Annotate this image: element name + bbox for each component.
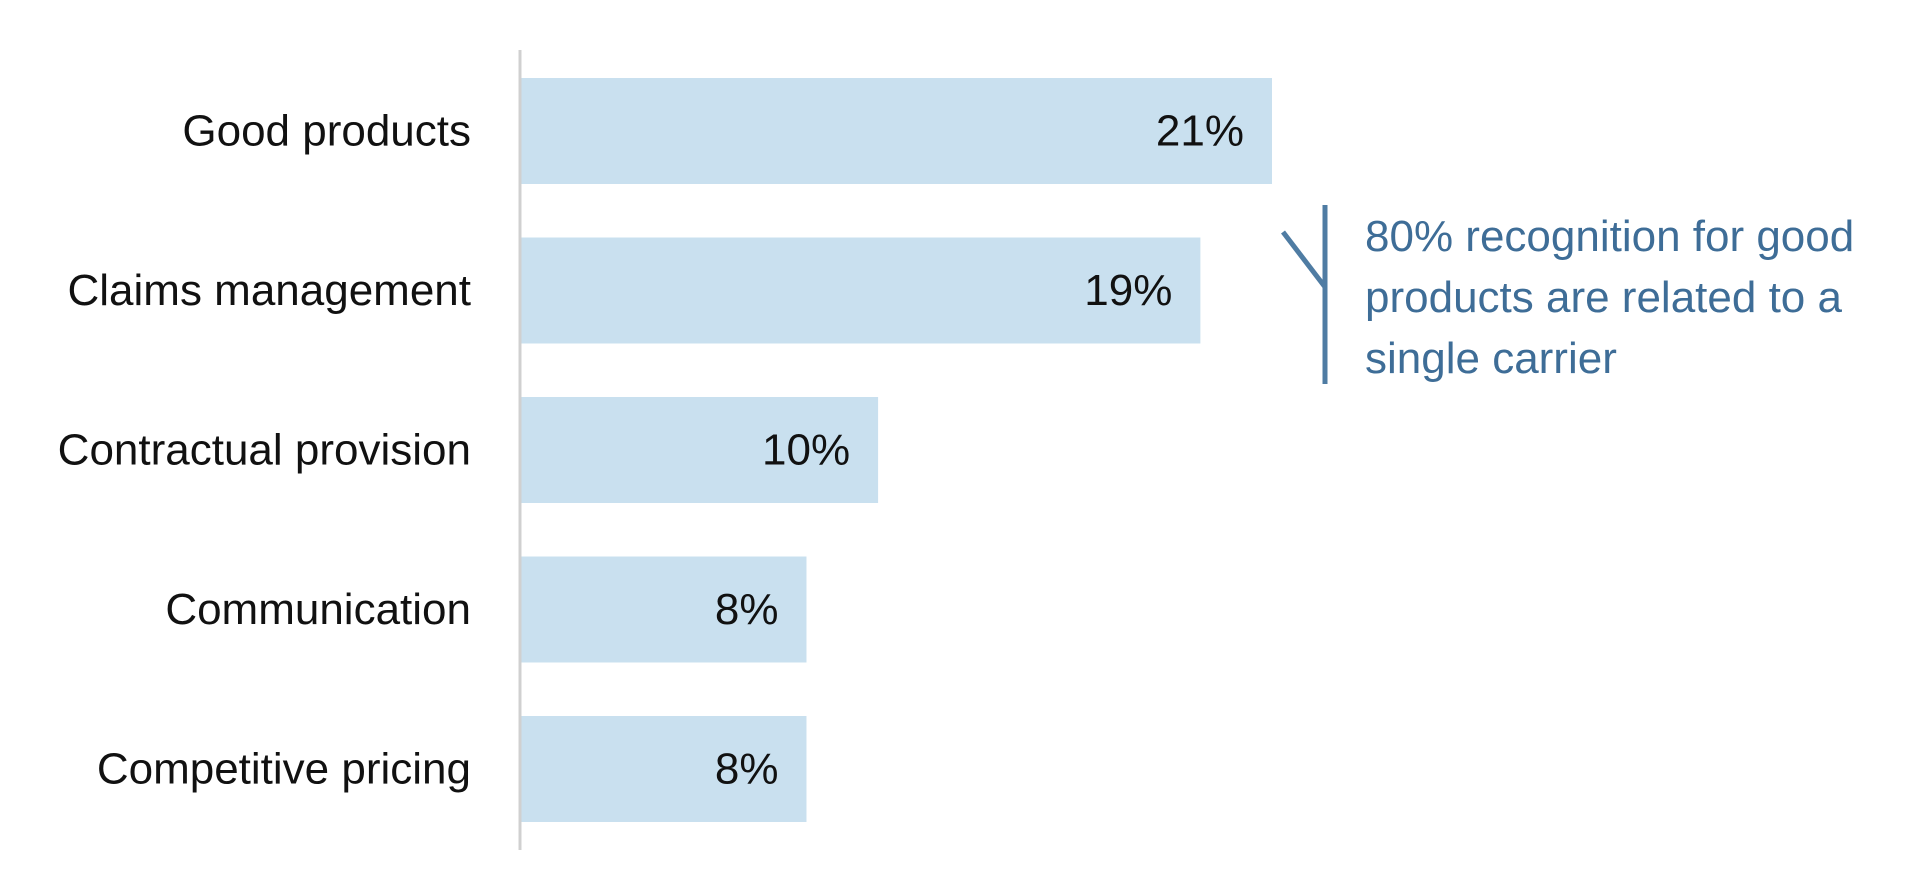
annotation-bracket: [1281, 205, 1328, 384]
data-label: 8%: [715, 585, 779, 634]
data-label: 8%: [715, 745, 779, 794]
category-labels-group: Good products Claims management Contractua…: [58, 107, 471, 794]
category-label: Contractual provision: [58, 426, 471, 475]
category-label: Good products: [182, 107, 471, 156]
data-label: 10%: [762, 426, 850, 475]
bracket-pointer-line: [1281, 230, 1327, 289]
bar-claims-management: [520, 237, 1201, 344]
annotation-text: 80% recognition for good products are re…: [1365, 212, 1855, 383]
bar-competitive-pricing: [520, 716, 807, 822]
bar-communication: [520, 556, 807, 663]
bar-contractual-provision: [520, 397, 879, 503]
category-label: Claims management: [68, 266, 472, 315]
category-label: Communication: [165, 585, 471, 634]
bars-group: [520, 78, 1272, 822]
data-label: 21%: [1156, 107, 1244, 156]
category-label: Competitive pricing: [97, 745, 471, 794]
data-labels-group: 21% 19% 10% 8% 8%: [715, 107, 1244, 794]
bar-good-products: [520, 78, 1272, 184]
data-label: 19%: [1084, 266, 1172, 315]
